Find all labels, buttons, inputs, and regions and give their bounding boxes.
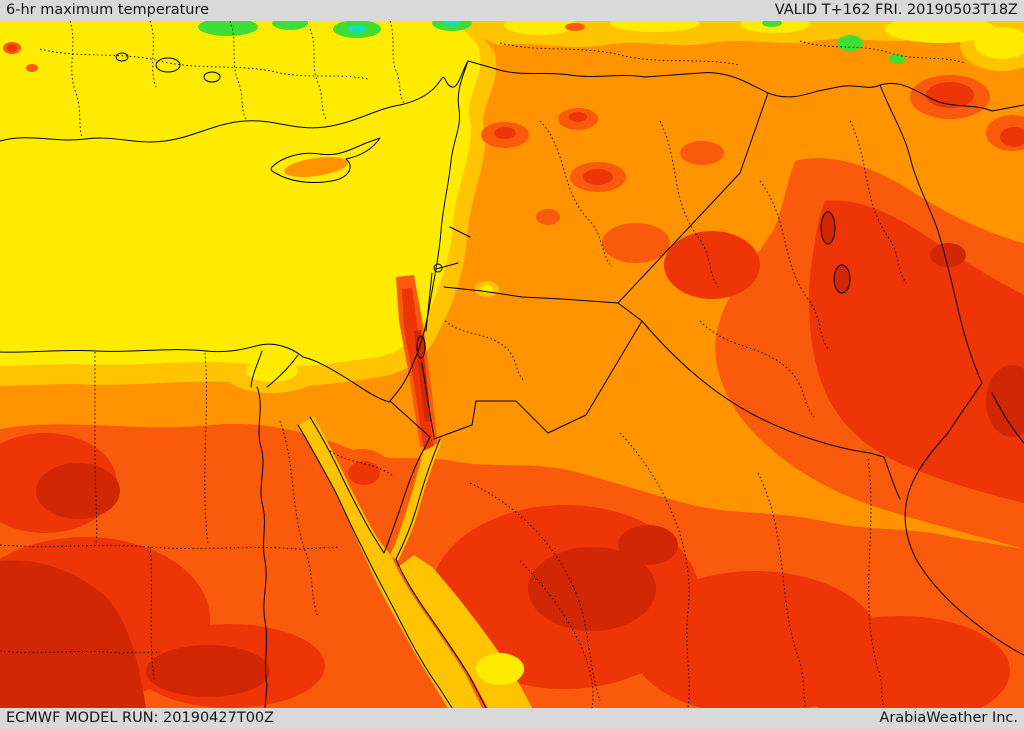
border-iraq-saudi [617, 302, 901, 500]
map-canvas [0, 21, 1024, 708]
jordan-river [425, 272, 433, 332]
valid-time-label: VALID T+162 FRI. 20190503T18Z [774, 2, 1018, 18]
border-syria-jordan [443, 286, 619, 304]
border-lines-dotted [0, 21, 966, 708]
contour-layer-orange-spots [284, 157, 348, 177]
wadi-araba-line [421, 362, 435, 438]
border-syria-iraq [617, 92, 769, 304]
lake-turkey-1 [155, 57, 181, 73]
contour-layer-green [198, 21, 905, 64]
lake-turkey-2 [203, 71, 221, 83]
border-iraq-iran [879, 84, 983, 384]
coastline-cyprus [270, 137, 381, 184]
model-run-label: ECMWF MODEL RUN: 20190427T00Z [6, 710, 275, 726]
product-title: 6-hr maximum temperature [6, 2, 210, 18]
contour-layer-yellow [0, 21, 1024, 382]
contour-layer-dark-red [0, 243, 1024, 708]
contour-layer-coastal-yellow [476, 653, 524, 685]
border-turkey-syria-iran [467, 60, 1024, 112]
coastline-red-sea-west [297, 424, 453, 708]
coastline-aqaba-west [383, 436, 431, 554]
provider-label: ArabiaWeather Inc. [879, 710, 1018, 726]
border-lines-solid [0, 52, 1024, 708]
coastline-red-sea-east [395, 438, 487, 708]
border-lebanon-north [449, 226, 471, 238]
nile-river-and-delta [250, 350, 299, 708]
inland-lakes [416, 211, 851, 359]
contour-layer-teal [348, 21, 460, 33]
footer-bar: ECMWF MODEL RUN: 20190427T00Z ArabiaWeat… [0, 708, 1024, 729]
border-jordan-saudi [433, 320, 643, 440]
coastline-persian-gulf [904, 382, 1024, 656]
coastline-persian-gulf-iran [991, 392, 1024, 444]
header-bar: 6-hr maximum temperature VALID T+162 FRI… [0, 0, 1024, 21]
border-egypt-israel [389, 400, 431, 438]
border-lebanon-south [435, 262, 459, 270]
coastline-mediterranean [0, 60, 469, 403]
lake-galilee [433, 263, 443, 273]
coastline-sinai-west [309, 416, 385, 554]
temperature-contour-map [0, 21, 1024, 708]
lake-turkey-3 [115, 52, 129, 62]
